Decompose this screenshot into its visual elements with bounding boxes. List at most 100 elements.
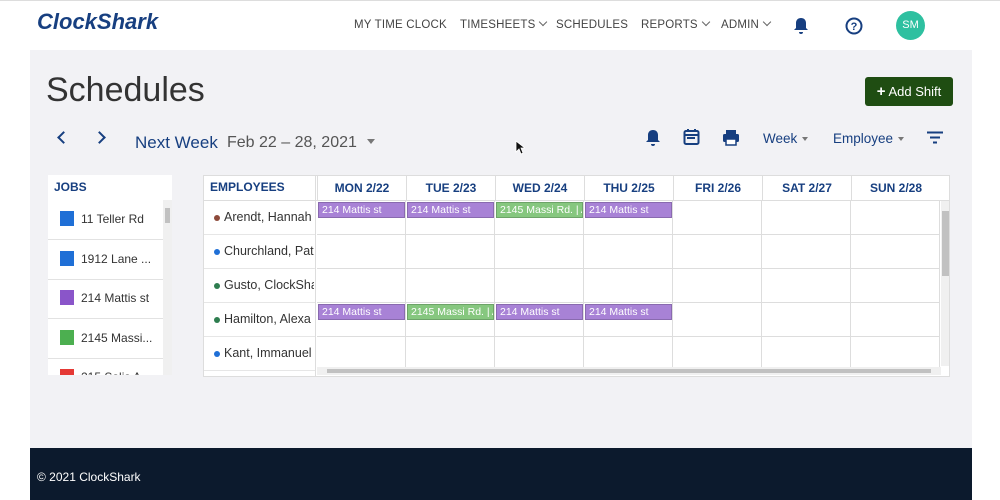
shift[interactable]: 214 Mattis st [585, 304, 672, 320]
day-cell[interactable] [317, 303, 406, 337]
svg-text:?: ? [851, 21, 858, 33]
day-cell[interactable] [673, 337, 762, 371]
day-cell[interactable] [406, 201, 495, 235]
day-cell[interactable] [851, 337, 940, 371]
filter-icon[interactable] [926, 131, 944, 144]
nav-item[interactable]: REPORTS [641, 17, 711, 31]
job-row-divider [48, 239, 163, 240]
help-icon[interactable]: ? [845, 17, 863, 35]
v-scrollbar [941, 201, 949, 366]
day-cell[interactable] [495, 337, 584, 371]
nav-item[interactable]: ADMIN [721, 17, 772, 31]
shift[interactable]: 214 Mattis st [496, 304, 583, 320]
day-cell[interactable] [317, 201, 406, 235]
day-cell[interactable] [584, 269, 673, 303]
row-divider [204, 302, 315, 303]
employee-dot [214, 351, 220, 357]
day-cell[interactable] [673, 201, 762, 235]
job-swatch [60, 369, 74, 375]
employee-dot [214, 249, 220, 255]
day-cell[interactable] [851, 303, 940, 337]
bell-icon[interactable] [793, 17, 809, 35]
schedule-panel: EMPLOYEES MON 2/22 TUE 2/23 WED 2/24 THU 2/… [203, 175, 950, 377]
next-week-label[interactable]: Next Week [135, 133, 218, 152]
day-cell[interactable] [673, 235, 762, 269]
day-cell[interactable] [851, 269, 940, 303]
shift[interactable]: 214 Mattis st [318, 304, 405, 320]
day-cell[interactable] [851, 201, 940, 235]
cursor [515, 140, 525, 155]
nav-item[interactable]: SCHEDULES [556, 19, 628, 31]
day-cell[interactable] [673, 269, 762, 303]
shift[interactable]: 2145 Massi Rd. | A [407, 304, 494, 320]
calendar-icon[interactable] [683, 128, 700, 146]
date-range[interactable]: Feb 22 – 28, 2021 [227, 134, 375, 152]
employee-name[interactable]: Gusto, ClockShar [224, 278, 314, 292]
header-divider [204, 200, 949, 201]
job-name[interactable]: 2145 Massi... [81, 330, 153, 345]
day-cell[interactable] [762, 337, 851, 371]
employee-dot [214, 283, 220, 289]
job-name[interactable]: 1912 Lane ... [81, 251, 152, 266]
day-cell[interactable] [584, 201, 673, 235]
day-cell[interactable] [762, 201, 851, 235]
jobs-panel: JOBS 11 Teller Rd 1912 Lane ... 214 Mattis… [48, 175, 172, 375]
day-cell[interactable] [406, 269, 495, 303]
day-cell[interactable] [406, 235, 495, 269]
day-cell[interactable] [317, 235, 406, 269]
day-header: SUN 2/28 [851, 176, 940, 201]
day-cell[interactable] [584, 337, 673, 371]
day-cell[interactable] [584, 303, 673, 337]
logo[interactable]: ClockShark [37, 9, 159, 34]
footer [30, 448, 972, 500]
name-col-divider [315, 176, 316, 376]
job-swatch [60, 329, 74, 345]
nav-item[interactable]: MY TIME CLOCK [354, 19, 447, 31]
day-cell[interactable] [673, 303, 762, 337]
shift[interactable]: 214 Mattis st [407, 202, 494, 218]
job-name[interactable]: 11 Teller Rd [81, 212, 144, 226]
jobs-scrollbar [163, 200, 172, 375]
day-cell[interactable] [762, 235, 851, 269]
nav-label: SCHEDULES [556, 19, 629, 31]
day-cell[interactable] [406, 337, 495, 371]
job-swatch [60, 211, 74, 226]
job-name[interactable]: 215 Salis A... [81, 370, 151, 375]
job-swatch [60, 290, 74, 305]
employee-name[interactable]: Kant, Immanuel [224, 346, 312, 360]
view-label: Week [763, 131, 798, 146]
avatar[interactable]: SM [896, 11, 925, 40]
group-select[interactable]: Employee [833, 131, 905, 146]
shift[interactable]: 214 Mattis st [318, 202, 405, 218]
day-header: MON 2/22 [317, 176, 406, 201]
day-cell[interactable] [762, 303, 851, 337]
shift[interactable]: 2145 Massi Rd. | A [496, 202, 583, 218]
day-cell[interactable] [495, 303, 584, 337]
view-select[interactable]: Week [763, 131, 809, 146]
day-cell[interactable] [317, 269, 406, 303]
day-cell[interactable] [495, 201, 584, 235]
job-name[interactable]: 214 Mattis st [81, 291, 150, 305]
nav-item[interactable]: TIMESHEETS [460, 17, 548, 31]
day-cell[interactable] [495, 235, 584, 269]
day-cell[interactable] [406, 303, 495, 337]
employee-name[interactable]: Churchland, Pat [224, 244, 314, 258]
row-divider [204, 268, 315, 269]
day-cell[interactable] [317, 337, 406, 371]
day-header: WED 2/24 [495, 176, 584, 201]
print-icon[interactable] [722, 129, 740, 146]
job-row-divider [48, 318, 163, 319]
date-range-text: Feb 22 – 28, 2021 [227, 134, 357, 151]
employee-name[interactable]: Arendt, Hannah [224, 210, 312, 224]
day-cell[interactable] [762, 269, 851, 303]
day-cell[interactable] [851, 235, 940, 269]
day-cell[interactable] [584, 235, 673, 269]
next-button[interactable] [93, 131, 106, 144]
shift[interactable]: 214 Mattis st [585, 202, 672, 218]
add-shift-button[interactable]: + Add Shift [865, 77, 953, 106]
day-cell[interactable] [495, 269, 584, 303]
employee-name[interactable]: Hamilton, Alexa [224, 312, 311, 326]
notify-icon[interactable] [645, 129, 661, 147]
prev-button[interactable] [56, 131, 70, 144]
